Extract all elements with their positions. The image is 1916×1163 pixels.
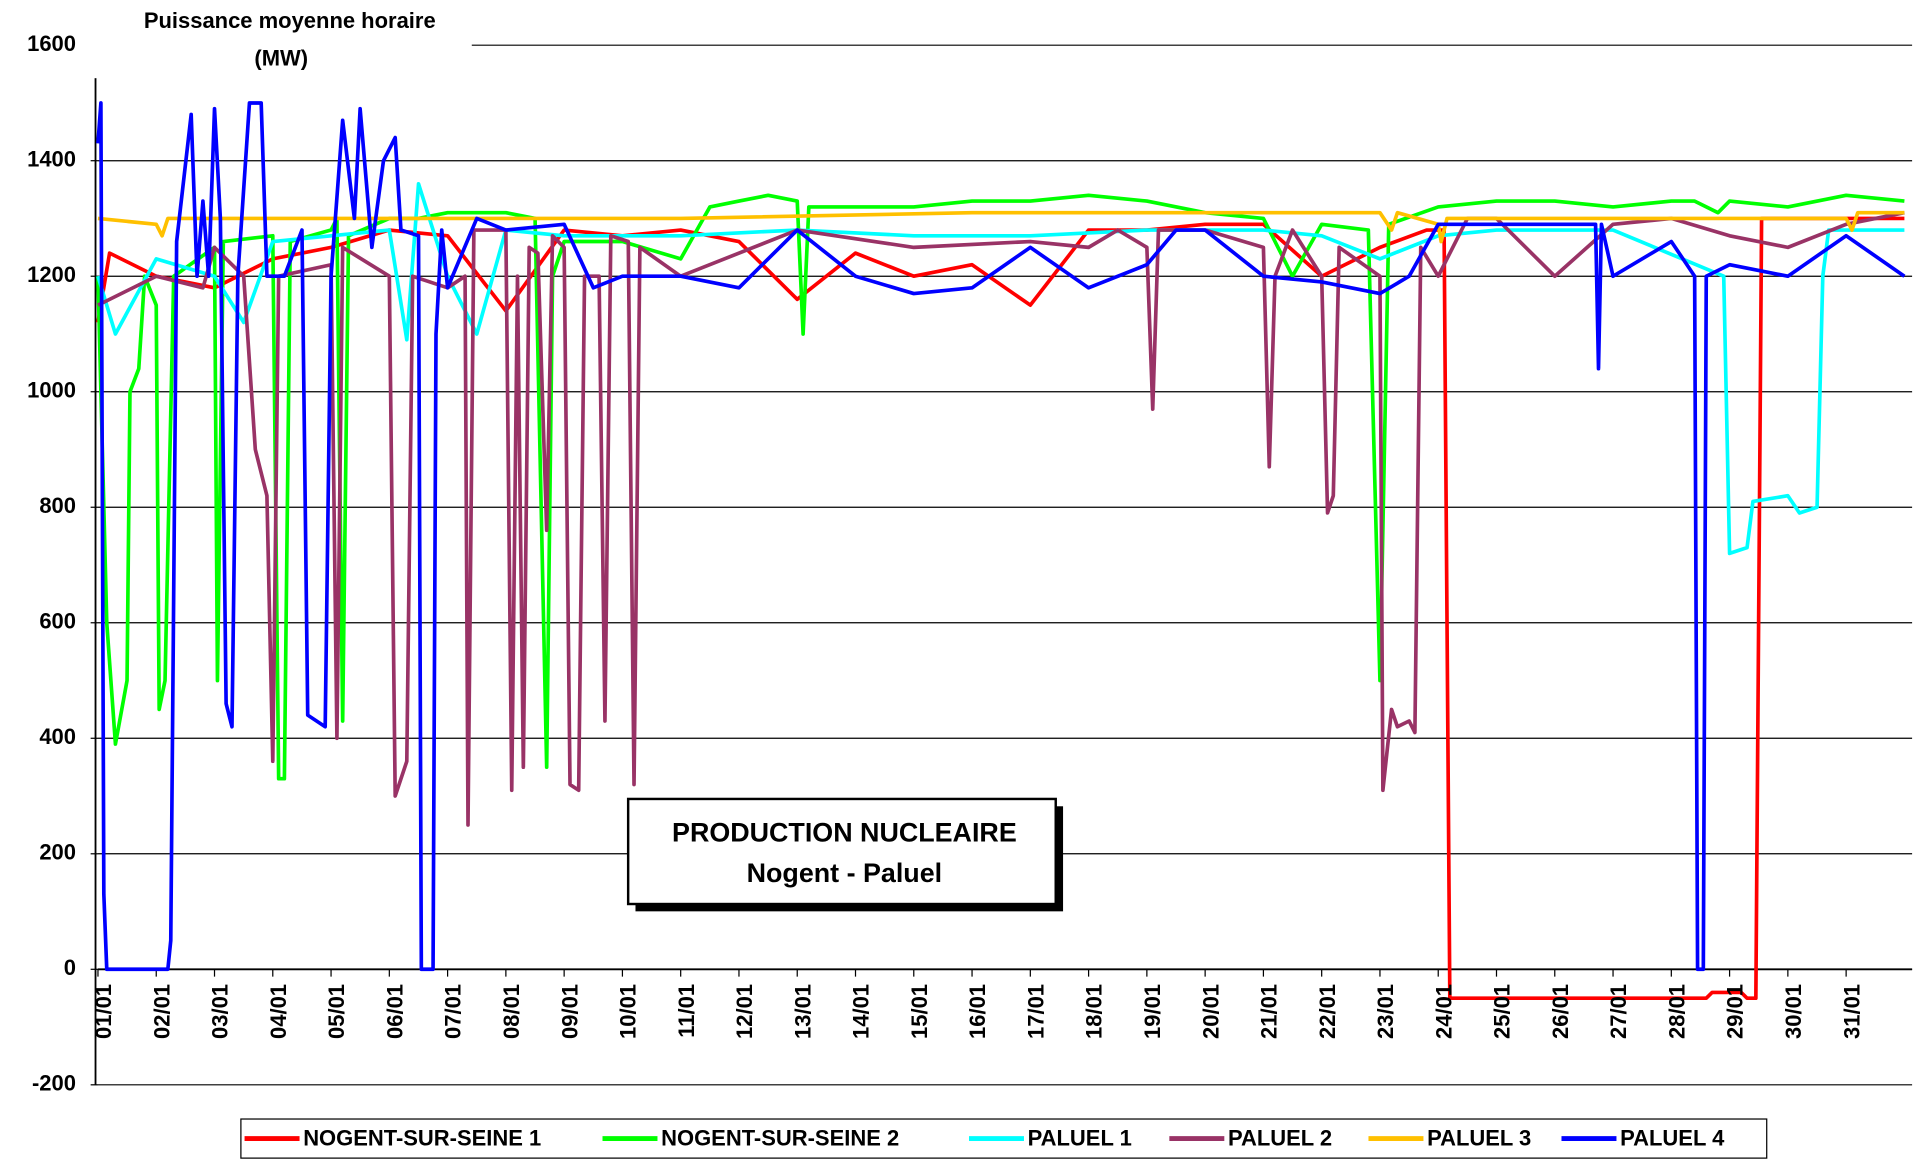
x-tick-label: 09/01: [557, 984, 582, 1039]
series-line: [96, 182, 1905, 556]
y-tick-label: 600: [39, 609, 76, 634]
series-line: [96, 101, 1906, 972]
annotation: Nogent - Paluel: [747, 858, 943, 888]
x-tick-label: 27/01: [1606, 984, 1631, 1039]
y-axis-title: Puissance moyenne horaire: [144, 8, 436, 33]
legend-label: NOGENT-SUR-SEINE 1: [303, 1126, 541, 1151]
x-tick-label: 07/01: [441, 984, 466, 1039]
x-tick-label: 19/01: [1140, 984, 1165, 1039]
x-tick-label: 23/01: [1373, 984, 1398, 1039]
x-tick-label: 31/01: [1839, 984, 1864, 1039]
x-tick-label: 30/01: [1781, 984, 1806, 1039]
y-tick-label: 1200: [27, 262, 76, 287]
x-tick-label: 11/01: [674, 984, 699, 1038]
y-tick-label: 1600: [27, 31, 76, 56]
legend-label: PALUEL 1: [1028, 1126, 1132, 1151]
legend: NOGENT-SUR-SEINE 1 NOGENT-SUR-SEINE 2 PALU…: [244, 1126, 1725, 1151]
x-tick-label: 06/01: [382, 984, 407, 1039]
series-line: [97, 210, 1905, 827]
x-tick-label: 21/01: [1257, 984, 1282, 1039]
legend-label: PALUEL 2: [1228, 1126, 1332, 1151]
y-tick-label: 1400: [27, 147, 76, 172]
x-tick-label: 16/01: [965, 984, 990, 1039]
x-tick-label: 14/01: [849, 984, 874, 1039]
series-line: [97, 210, 1905, 244]
x-tick-label: 08/01: [499, 984, 524, 1039]
x-tick-label: 20/01: [1198, 984, 1223, 1039]
legend-label: NOGENT-SUR-SEINE 2: [661, 1126, 899, 1151]
x-tick-label: 13/01: [790, 984, 815, 1039]
x-tick-label: 22/01: [1315, 984, 1340, 1039]
y-tick-label: -200: [32, 1071, 76, 1096]
y-tick-label: 1000: [27, 378, 76, 403]
plot-lines: [96, 101, 1906, 1001]
y-axis-title: (MW): [254, 46, 308, 71]
annotation: PRODUCTION NUCLEAIRE: [672, 817, 1017, 847]
x-tick-label: 24/01: [1431, 984, 1456, 1039]
annotation-box: [626, 797, 1057, 906]
y-tick-label: 200: [39, 840, 76, 865]
y-tick-label: 400: [39, 724, 76, 749]
x-tick-label: 29/01: [1723, 984, 1748, 1039]
ylabel-background: [0, 7, 472, 79]
x-tick-label: 26/01: [1548, 984, 1573, 1039]
grid: [90, 44, 1913, 1086]
legend-label: PALUEL 4: [1620, 1126, 1725, 1151]
legend-label: PALUEL 3: [1427, 1126, 1531, 1151]
x-tick-label: 03/01: [208, 984, 233, 1039]
x-tick-label: 02/01: [149, 984, 174, 1039]
x-tick-label: 05/01: [324, 984, 349, 1039]
y-tick-label: 0: [64, 955, 76, 980]
x-tick-label: 15/01: [907, 984, 932, 1039]
x-tick-label: 17/01: [1023, 984, 1048, 1039]
x-tick-label: 01/01: [91, 984, 116, 1039]
x-tick-label: 25/01: [1490, 984, 1515, 1039]
x-tick-label: 04/01: [266, 984, 291, 1039]
y-tick-label: 800: [39, 493, 76, 518]
x-tick-label: 12/01: [732, 984, 757, 1039]
x-tick-label: 10/01: [616, 984, 641, 1039]
x-tick-label: 28/01: [1664, 984, 1689, 1039]
x-tick-label: 18/01: [1082, 984, 1107, 1039]
